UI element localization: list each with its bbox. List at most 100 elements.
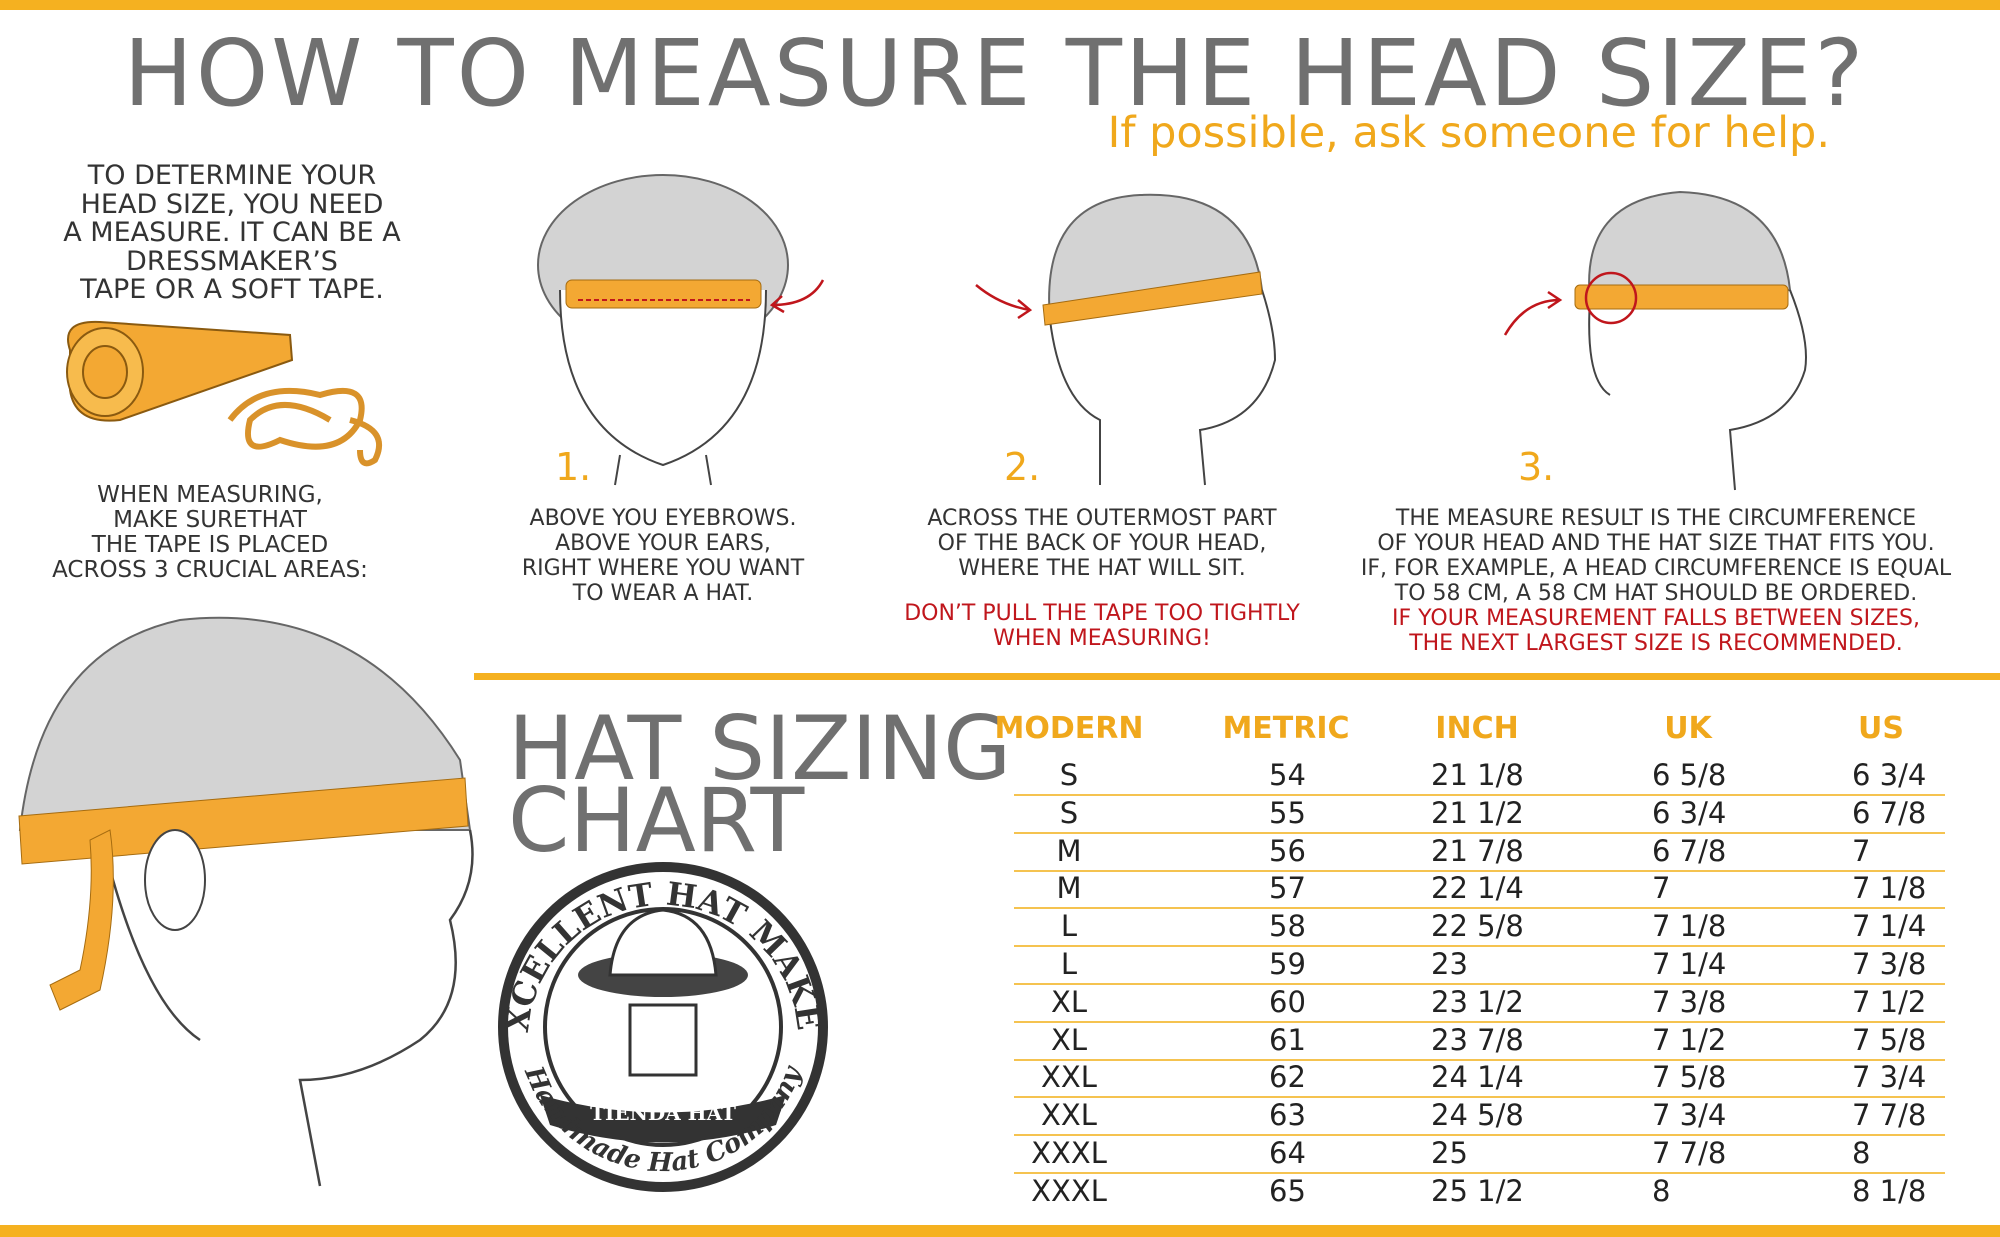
head-side <box>1503 190 1807 491</box>
head-front <box>537 174 825 486</box>
row-separator <box>1014 831 1945 834</box>
step-line: OF THE BACK OF YOUR HEAD, <box>937 531 1267 556</box>
table-cell: 7 3/4 <box>1852 1060 1927 1095</box>
table-cell: 23 1/2 <box>1431 984 1524 1019</box>
table-cell: 21 7/8 <box>1431 833 1524 868</box>
table-cell: 7 3/4 <box>1652 1098 1727 1133</box>
soft-tape <box>227 387 382 467</box>
tape-roll <box>66 320 294 422</box>
table-cell: 8 <box>1652 1173 1671 1208</box>
table-cell: XXL <box>1041 1060 1097 1095</box>
placement-line: THE TAPE IS PLACED <box>91 532 329 558</box>
step-number: 3. <box>1518 445 1555 489</box>
table-cell: 24 5/8 <box>1431 1098 1524 1133</box>
table-cell: 6 7/8 <box>1852 795 1927 830</box>
table-cell: 7 1/2 <box>1852 984 1927 1019</box>
top-bar <box>0 0 2000 10</box>
logo-band: TIENDA HAT <box>590 1101 736 1125</box>
table-cell: XXL <box>1041 1098 1097 1133</box>
table-cell: 8 <box>1852 1136 1871 1170</box>
row-separator <box>1014 1020 1945 1023</box>
table-cell: 7 1/8 <box>1652 909 1727 944</box>
column-header: INCH <box>1435 711 1519 746</box>
table-cell: 58 <box>1269 909 1306 944</box>
table-cell: 6 3/4 <box>1852 758 1927 792</box>
row-separator <box>1014 1134 1945 1137</box>
table-cell: 8 1/8 <box>1852 1173 1927 1208</box>
step-line: WHERE THE HAT WILL SIT. <box>958 556 1246 581</box>
table-cell: 7 5/8 <box>1852 1022 1927 1057</box>
table-cell: 7 1/4 <box>1652 947 1727 981</box>
table-cell: 64 <box>1269 1136 1306 1170</box>
table-cell: 23 7/8 <box>1431 1022 1524 1057</box>
table-cell: 25 <box>1431 1136 1468 1170</box>
intro-line: TAPE OR A SOFT TAPE. <box>80 274 384 305</box>
column-header: MODERN <box>994 711 1144 746</box>
table-cell: 6 7/8 <box>1652 833 1727 868</box>
head-large <box>18 616 474 1187</box>
intro-line: A MEASURE. IT CAN BE A <box>63 217 401 248</box>
intro-line: DRESSMAKER’S <box>126 245 338 277</box>
table-cell: 7 5/8 <box>1652 1060 1727 1095</box>
table-cell: 7 3/8 <box>1852 947 1927 981</box>
step-line: TO WEAR A HAT. <box>572 581 754 606</box>
table-cell: 55 <box>1269 795 1306 830</box>
chart-title: CHART <box>508 769 805 872</box>
table-cell: 7 1/2 <box>1652 1022 1727 1057</box>
step-line: IF, FOR EXAMPLE, A HEAD CIRCUMFERENCE IS… <box>1360 556 1952 581</box>
table-cell: 6 5/8 <box>1652 758 1727 792</box>
table-cell: 7 <box>1652 871 1671 906</box>
step-line: TO 58 CM, A 58 CM HAT SHOULD BE ORDERED. <box>1394 581 1918 606</box>
table-cell: L <box>1060 947 1078 981</box>
row-separator <box>1014 907 1945 910</box>
table-cell: XL <box>1050 1022 1088 1057</box>
table-cell: 62 <box>1269 1060 1306 1095</box>
table-cell: 6 3/4 <box>1652 795 1727 830</box>
row-separator <box>1014 983 1945 985</box>
step-line: ABOVE YOUR EARS, <box>555 531 771 556</box>
intro-line: HEAD SIZE, YOU NEED <box>80 188 384 220</box>
step-warning: THE NEXT LARGEST SIZE IS RECOMMENDED. <box>1409 631 1903 656</box>
table-cell: 23 <box>1431 947 1468 981</box>
table-cell: 60 <box>1269 984 1306 1019</box>
table-cell: 25 1/2 <box>1431 1173 1524 1208</box>
table-cell: 22 1/4 <box>1431 871 1524 906</box>
table-cell: XXXL <box>1031 1136 1107 1170</box>
table-cell: M <box>1056 871 1082 906</box>
placement-line: WHEN MEASURING, <box>97 482 323 508</box>
table-cell: 61 <box>1269 1022 1306 1057</box>
row-separator <box>1014 1096 1945 1099</box>
table-cell: 22 5/8 <box>1431 909 1524 944</box>
table-cell: 7 7/8 <box>1652 1136 1727 1170</box>
intro-line: TO DETERMINE YOUR <box>87 160 377 191</box>
table-cell: 7 1/4 <box>1852 909 1927 944</box>
step-line: OF YOUR HEAD AND THE HAT SIZE THAT FITS … <box>1377 531 1935 556</box>
table-cell: 56 <box>1269 833 1306 868</box>
step-line: RIGHT WHERE YOU WANT <box>521 556 805 581</box>
table-cell: 7 <box>1852 833 1871 868</box>
bottom-bar <box>0 1225 2000 1237</box>
table-cell: 7 1/8 <box>1852 871 1927 906</box>
chart-title: HAT SIZING <box>508 697 1012 800</box>
step-number: 1. <box>555 445 592 489</box>
table-cell: S <box>1059 758 1079 792</box>
row-separator <box>1014 1058 1945 1061</box>
step-line: ABOVE YOU EYEBROWS. <box>529 506 797 531</box>
table-cell: 7 7/8 <box>1852 1098 1927 1133</box>
row-separator <box>1014 794 1945 796</box>
step-warning: WHEN MEASURING! <box>993 626 1211 651</box>
table-cell: 24 1/4 <box>1431 1060 1524 1095</box>
table-cell: L <box>1060 909 1078 944</box>
subtitle: If possible, ask someone for help. <box>1107 108 1830 158</box>
divider <box>474 673 2000 680</box>
table-cell: S <box>1059 795 1079 830</box>
step-warning: IF YOUR MEASUREMENT FALLS BETWEEN SIZES, <box>1392 606 1920 631</box>
table-cell: 63 <box>1269 1098 1306 1133</box>
table-cell: 57 <box>1269 871 1306 906</box>
step-warning: DON’T PULL THE TAPE TOO TIGHTLY <box>904 601 1300 626</box>
column-header: METRIC <box>1222 711 1350 746</box>
table-cell: XXXL <box>1031 1173 1107 1208</box>
column-header: US <box>1858 711 1904 746</box>
